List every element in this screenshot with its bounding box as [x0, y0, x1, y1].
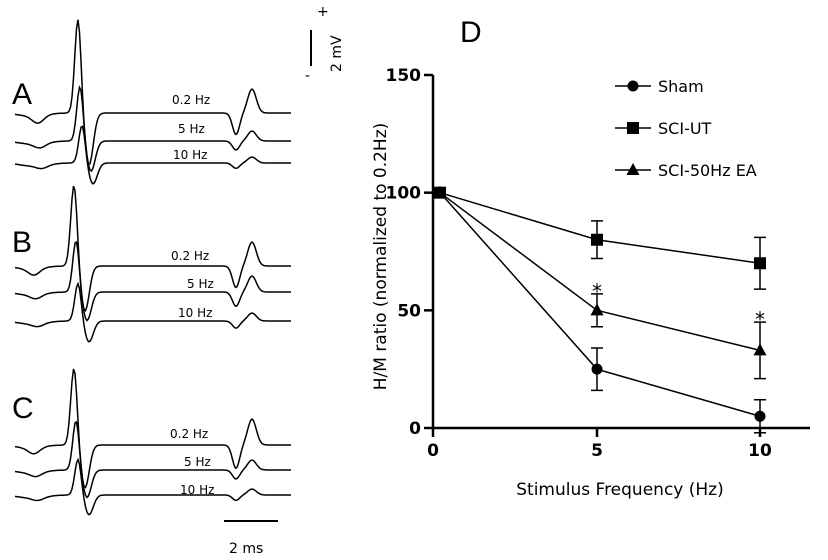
trace-a-3 [14, 125, 291, 185]
trace-label-c-3: 10 Hz [180, 483, 214, 497]
trace-label-c-2: 5 Hz [184, 455, 211, 469]
data-point [754, 410, 766, 422]
trace-a-2 [14, 84, 291, 173]
y-tick-label: 100 [386, 184, 422, 204]
x-ticks: 0 5 10 [427, 428, 772, 461]
voltage-scale-label: 2 mV [329, 35, 345, 72]
traces-panel: A B C 0.2 Hz 5 Hz 10 Hz 0.2 Hz 5 Hz 10 H… [12, 4, 345, 557]
x-tick-label: 5 [591, 441, 603, 461]
data-point [591, 363, 603, 375]
y-ticks: 0 50 100 150 [386, 66, 433, 439]
series-sci-ut [434, 186, 766, 290]
trace-c-1 [14, 368, 291, 489]
chart-panel: D 0 50 100 150 0 5 10 H/M ratio (normalized t… [371, 16, 810, 500]
trace-b-1 [14, 185, 291, 313]
x-tick-label: 10 [748, 441, 772, 461]
legend-label: Sham [658, 77, 704, 96]
trace-b-3 [14, 281, 291, 343]
annotations: ** [592, 279, 765, 331]
panel-letter-c: C [12, 392, 34, 425]
legend-marker [626, 163, 640, 175]
voltage-scale-minus: - [305, 68, 310, 84]
series-sci-50hz-ea [433, 185, 767, 380]
trace-label-b-1: 0.2 Hz [171, 249, 209, 263]
trace-label-a-3: 10 Hz [173, 148, 207, 162]
legend-item: SCI-50Hz EA [615, 161, 757, 180]
trace-c-3 [14, 457, 291, 516]
series-layer [433, 185, 767, 434]
data-point [754, 257, 766, 270]
significance-marker: * [755, 308, 765, 332]
significance-marker: * [592, 279, 602, 303]
trace-label-c-1: 0.2 Hz [170, 427, 208, 441]
trace-label-a-2: 5 Hz [178, 122, 205, 136]
y-tick-label: 50 [397, 301, 421, 321]
legend: Sham SCI-UT SCI-50Hz EA [615, 77, 757, 180]
trace-label-a-1: 0.2 Hz [172, 93, 210, 107]
y-tick-label: 150 [386, 66, 422, 86]
data-point [591, 233, 603, 246]
data-point [753, 343, 767, 356]
trace-b-2 [14, 240, 291, 322]
panel-letter-d: D [460, 16, 482, 49]
panel-letter-a: A [12, 78, 32, 111]
y-axis-label: H/M ratio (normalized to 0.2Hz) [371, 123, 391, 391]
data-point [590, 303, 604, 316]
panel-letter-b: B [12, 226, 32, 259]
legend-marker [627, 80, 639, 92]
time-scale-label: 2 ms [229, 541, 263, 557]
legend-label: SCI-UT [658, 119, 712, 138]
x-axis-label: Stimulus Frequency (Hz) [516, 480, 723, 500]
trace-c-2 [14, 420, 291, 499]
trace-paths [14, 19, 291, 516]
trace-a-1 [14, 19, 291, 166]
series-line [439, 192, 761, 417]
voltage-scale-plus: + [317, 4, 329, 20]
legend-item: Sham [615, 77, 704, 96]
x-tick-label: 0 [427, 441, 439, 461]
legend-marker [627, 122, 639, 134]
trace-label-b-3: 10 Hz [178, 306, 212, 320]
trace-label-b-2: 5 Hz [187, 277, 214, 291]
legend-item: SCI-UT [615, 119, 712, 138]
legend-label: SCI-50Hz EA [658, 161, 757, 180]
y-tick-label: 0 [409, 419, 421, 439]
data-point [433, 185, 447, 198]
